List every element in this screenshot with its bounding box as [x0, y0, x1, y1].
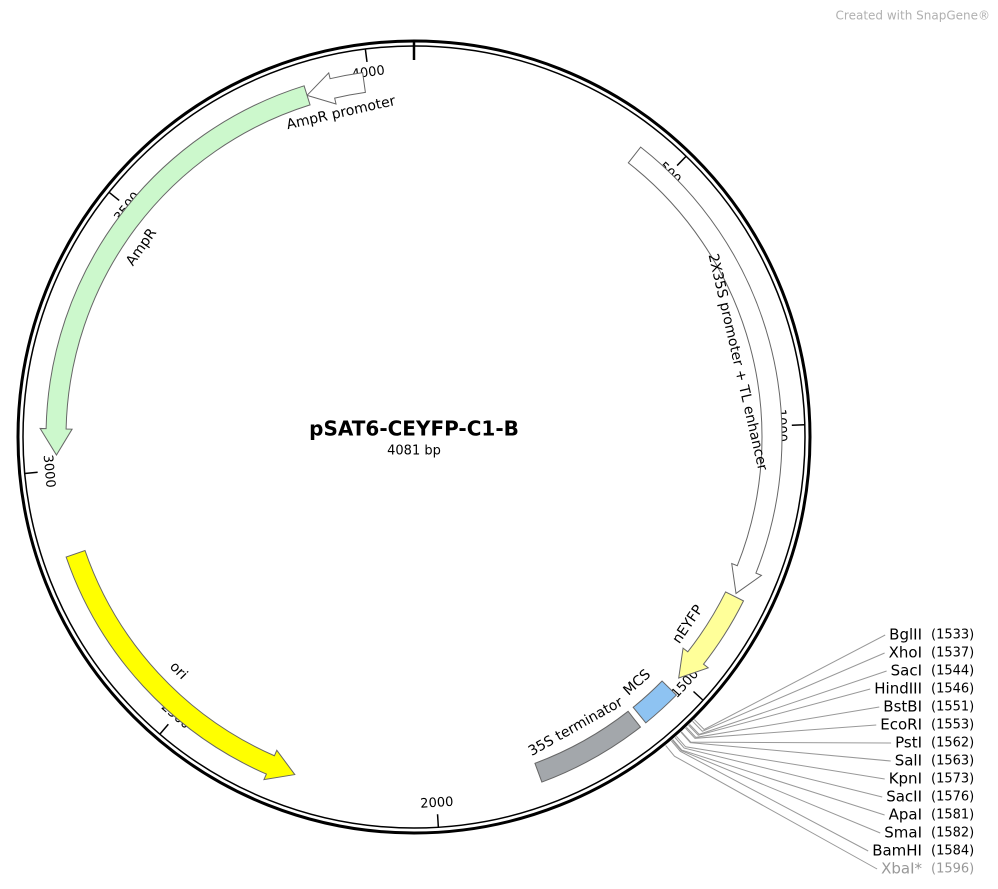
enzyme-name: EcoRI: [880, 716, 922, 734]
enzyme-position: (1533): [931, 628, 974, 643]
enzyme-leader: [670, 740, 869, 852]
enzyme-name: SacI: [891, 662, 922, 680]
plasmid-size: 4081 bp: [387, 444, 441, 459]
watermark: Created with SnapGene®: [836, 9, 990, 23]
tick: [159, 723, 169, 735]
enzyme-position: (1582): [931, 826, 974, 841]
tick: [24, 471, 38, 475]
feature-arrow: [627, 146, 783, 595]
enzyme-position: (1576): [931, 790, 974, 805]
enzyme-leader: [685, 724, 877, 739]
enzyme-name: HindIII: [874, 680, 922, 698]
enzyme-position: (1573): [931, 772, 974, 787]
enzyme-leader: [665, 745, 878, 870]
enzyme-leader: [693, 634, 886, 731]
enzyme-position: (1544): [931, 664, 974, 679]
tick-label: 3000: [40, 454, 58, 488]
enzyme-position: (1537): [931, 646, 974, 661]
feature-arrow: [534, 710, 642, 783]
enzyme-leader: [672, 739, 885, 816]
enzyme-position: (1563): [931, 754, 974, 769]
enzyme-name: BglII: [889, 626, 922, 644]
enzyme-position: (1596): [931, 862, 974, 877]
enzyme-name: BstBI: [883, 698, 922, 716]
enzyme-position: (1584): [931, 844, 974, 859]
enzyme-leader: [685, 706, 880, 738]
enzyme-leader: [688, 688, 871, 736]
enzyme-leader: [675, 735, 885, 780]
enzyme-name: BamHI: [872, 842, 922, 860]
enzyme-name: PstI: [895, 734, 922, 752]
backbone-outer: [16, 39, 812, 835]
feature-arrow: [632, 680, 678, 724]
enzyme-name: SmaI: [884, 824, 922, 842]
enzyme-position: (1546): [931, 682, 974, 697]
enzyme-name: ApaI: [889, 806, 922, 824]
enzyme-leader: [674, 737, 883, 798]
plasmid-name: pSAT6-CEYFP-C1-B: [309, 417, 519, 441]
feature-arrow: [65, 549, 296, 781]
tick-label: 2000: [420, 795, 454, 812]
enzyme-name: SalI: [895, 752, 922, 770]
enzyme-position: (1581): [931, 808, 974, 823]
feature-arrow: [306, 71, 366, 105]
tick: [676, 155, 687, 167]
tick: [436, 814, 440, 828]
enzyme-name: XhoI: [889, 644, 922, 662]
enzyme-leader: [680, 731, 891, 762]
enzyme-leader: [692, 652, 885, 732]
enzyme-name: XbaI*: [881, 860, 922, 878]
enzyme-leader: [689, 670, 887, 735]
enzyme-position: (1562): [931, 736, 974, 751]
enzyme-name: SacII: [886, 788, 922, 806]
tick: [364, 48, 368, 63]
tick: [108, 191, 120, 201]
enzyme-position: (1553): [931, 718, 974, 733]
feature-arrow: [678, 591, 745, 679]
enzyme-position: (1551): [931, 700, 974, 715]
tick: [692, 690, 704, 701]
feature-arrow: [39, 85, 311, 457]
enzyme-leader: [671, 739, 881, 834]
enzyme-name: KpnI: [889, 770, 922, 788]
